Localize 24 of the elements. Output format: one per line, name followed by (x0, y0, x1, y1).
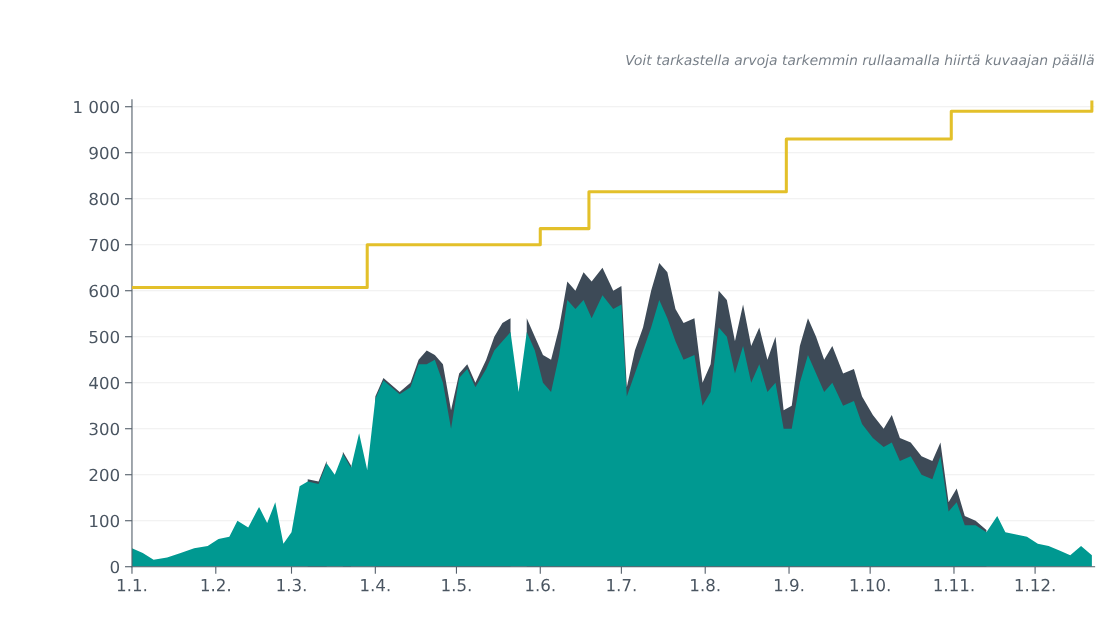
x-tick-label: 1.9. (774, 578, 804, 592)
text: Voit tarkastella arvoja tarkemmin rullaamalla hiirtä kuvaajan päällä (626, 54, 1094, 68)
y-tick-label: 800 (89, 192, 120, 206)
x-tick-label: 1.4. (361, 579, 390, 592)
x-tick-label: 1.12. (1015, 578, 1055, 592)
y-tick-label: 100 (90, 514, 120, 528)
x-tick-label: 1.10. (850, 578, 890, 592)
y-tick-label: 400 (89, 376, 120, 390)
y-tick-label: 600 (89, 284, 120, 298)
x-tick-label: 1.5. (442, 579, 471, 592)
y-tick-label: 0 (110, 560, 120, 574)
x-tick-label: 1.11. (934, 579, 974, 592)
x-tick-label: 1.2. (201, 578, 230, 592)
y-tick-label: 900 (89, 146, 120, 160)
y-tick-label: 200 (89, 468, 120, 482)
x-tick-label: 1.7. (607, 579, 636, 592)
y-tick-label: 500 (89, 330, 120, 344)
y-tick-label: 300 (89, 422, 120, 436)
x-tick-label: 1.6. (526, 578, 555, 592)
x-tick-label: 1.8. (691, 578, 720, 592)
y-tick-label: 700 (89, 238, 120, 252)
y-tick-label: 1 000 (74, 100, 120, 114)
x-tick-label: 1.1. (117, 579, 147, 592)
x-tick-label: 1.3. (277, 578, 306, 592)
